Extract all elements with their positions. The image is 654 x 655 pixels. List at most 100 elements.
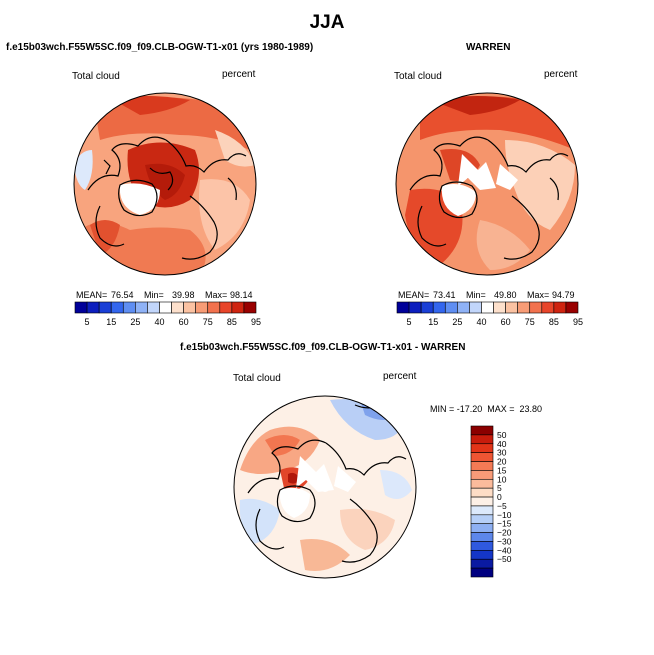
warren-panel-title: WARREN [466, 42, 511, 53]
difference-minmax: MIN = -17.20 MAX = 23.80 [430, 404, 543, 414]
warren-colorbar-swatch [565, 301, 579, 314]
difference-colorbar-swatch [470, 541, 494, 551]
warren-colorbar-tick-label: 15 [428, 317, 438, 327]
warren-colorbar-tick-label: 95 [573, 317, 583, 327]
difference-colorbar-tick-label: −5 [497, 501, 507, 511]
difference-colorbar-tick-label: −10 [497, 510, 512, 520]
warren-colorbar-swatch [529, 301, 543, 314]
difference-colorbar-swatch [470, 505, 494, 516]
map-field-region [145, 163, 185, 200]
difference-colorbar-swatch [470, 532, 494, 542]
model-colorbar-swatch [98, 301, 112, 314]
difference-colorbar-tick-label: 10 [497, 474, 507, 484]
model-colorbar-swatch [231, 301, 245, 314]
difference-colorbar-tick-label: 50 [497, 430, 507, 440]
model-colorbar-swatch [159, 301, 172, 314]
warren-mean-label: MEAN= [398, 290, 430, 300]
difference-colorbar-swatch [470, 496, 494, 507]
model-colorbar-swatch [74, 301, 88, 314]
page-title: JJA [309, 12, 345, 33]
warren-colorbar-swatch [420, 301, 434, 314]
model-colorbar-swatch [110, 301, 124, 314]
warren-colorbar-tick-label: 5 [407, 317, 412, 327]
model-max-label: Max= [205, 290, 228, 300]
warren-colorbar-tick-label: 25 [452, 317, 462, 327]
difference-colorbar-swatch [470, 558, 494, 569]
map-field-region [74, 150, 93, 190]
map-field-region [215, 130, 255, 167]
map-field-region [199, 179, 250, 250]
warren-colorbar-swatch [457, 301, 470, 314]
warren-min-label: Min= [466, 290, 486, 300]
map-field-region [110, 95, 190, 115]
greenland-region [441, 184, 476, 216]
warren-colorbar-swatch [444, 301, 458, 314]
model-colorbar-tick-label: 85 [227, 317, 237, 327]
warren-colorbar-swatch [553, 301, 567, 314]
difference-colorbar-tick-label: 30 [497, 448, 507, 458]
difference-units-label: percent [383, 371, 417, 382]
map-field-region [340, 508, 395, 550]
difference-colorbar-tick-label: 20 [497, 457, 507, 467]
difference-colorbar-swatch [470, 434, 494, 445]
difference-map [234, 396, 416, 578]
model-units-label: percent [222, 69, 256, 80]
model-min-label: Min= [144, 290, 164, 300]
warren-colorbar-tick-label: 40 [476, 317, 486, 327]
warren-mean-value: 73.41 [433, 290, 456, 300]
difference-colorbar-tick-label: −30 [497, 536, 512, 546]
warren-min-value: 49.80 [494, 290, 517, 300]
model-min-value: 39.98 [172, 290, 195, 300]
coastlines [87, 136, 247, 260]
warren-colorbar-swatch [493, 301, 506, 314]
warren-map-border [395, 92, 579, 276]
model-colorbar-swatch [243, 301, 257, 314]
greenland-region [279, 487, 310, 518]
warren-colorbar-swatch [481, 301, 494, 314]
model-mean-value: 76.54 [111, 290, 134, 300]
missing-data-region [496, 164, 518, 190]
model-colorbar-tick-label: 40 [154, 317, 164, 327]
warren-colorbar-tick-label: 75 [525, 317, 535, 327]
model-colorbar-swatch [147, 301, 160, 314]
model-colorbar-tick-label: 95 [251, 317, 261, 327]
model-variable-label: Total cloud [72, 71, 120, 82]
difference-colorbar-tick-label: −50 [497, 554, 512, 564]
model-map [74, 93, 256, 275]
difference-colorbar-swatch [470, 487, 494, 498]
difference-colorbar-swatch [470, 567, 494, 578]
model-colorbar-tick-label: 5 [85, 317, 90, 327]
greenland-region [119, 183, 160, 215]
model-mean-label: MEAN= [76, 290, 108, 300]
map-field-region [505, 140, 575, 230]
difference-colorbar-swatch [470, 550, 494, 560]
warren-max-label: Max= [527, 290, 550, 300]
model-colorbar-tick-label: 25 [130, 317, 140, 327]
difference-colorbar-tick-label: 15 [497, 465, 507, 475]
model-colorbar-swatch [86, 301, 100, 314]
model-colorbar-swatch [183, 301, 196, 314]
warren-colorbar-swatch [396, 301, 410, 314]
map-field-region [239, 498, 280, 545]
difference-colorbar-swatch [470, 452, 494, 462]
model-max-value: 98.14 [230, 290, 253, 300]
difference-map-border [233, 395, 417, 579]
missing-data-region [334, 466, 356, 492]
map-field-region [380, 470, 412, 499]
difference-colorbar-swatch [470, 523, 494, 533]
difference-colorbar-swatch [470, 425, 494, 436]
pole-hole [482, 179, 492, 189]
model-colorbar-swatch [207, 301, 221, 314]
model-map-border [73, 92, 257, 276]
coastlines [409, 136, 569, 260]
model-colorbar-swatch [219, 301, 233, 314]
difference-colorbar-tick-label: −15 [497, 519, 512, 529]
warren-colorbar-tick-label: 60 [501, 317, 511, 327]
difference-colorbar-tick-label: 40 [497, 439, 507, 449]
map-field-region [430, 96, 520, 115]
pole-hole [320, 482, 330, 492]
difference-panel-title: f.e15b03wch.F55W5SC.f09_f09.CLB-OGW-T1-x… [180, 342, 466, 353]
warren-colorbar-tick-label: 85 [549, 317, 559, 327]
